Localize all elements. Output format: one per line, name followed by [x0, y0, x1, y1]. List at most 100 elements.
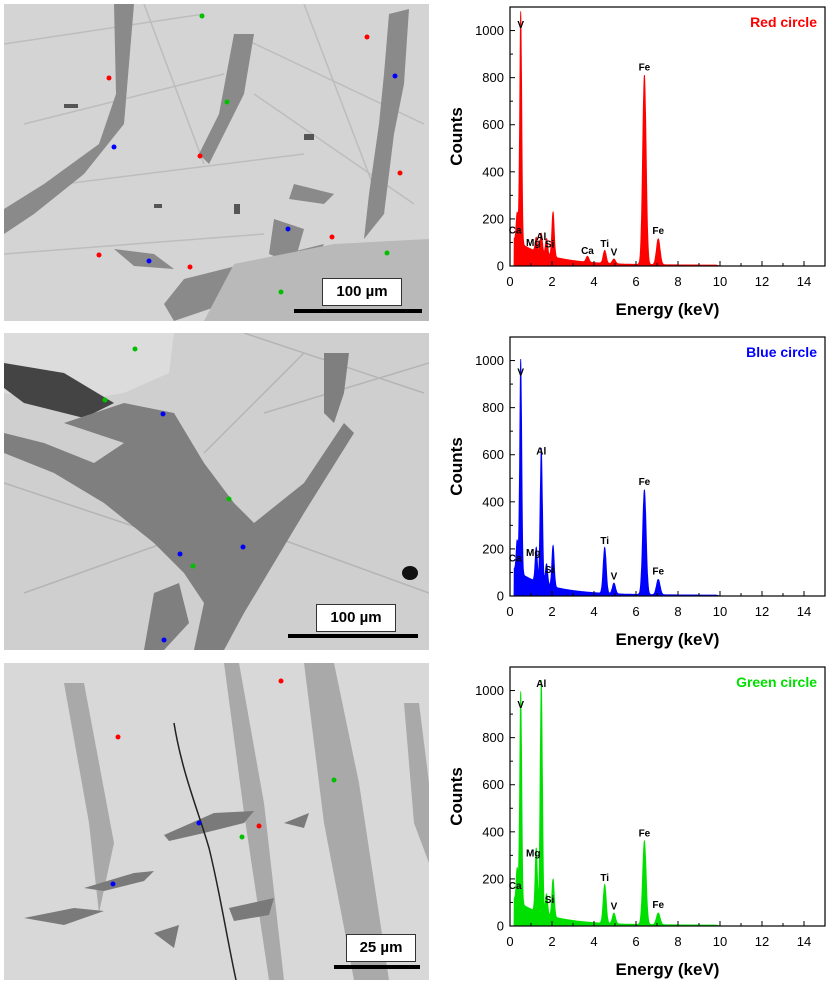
x-tick-label: 12 — [755, 604, 769, 619]
peak-label: Ti — [600, 873, 609, 884]
x-tick-label: 10 — [713, 934, 727, 949]
scale-bar-label: 100 µm — [316, 604, 396, 632]
y-tick-label: 0 — [497, 259, 504, 274]
peak-label: V — [611, 571, 618, 582]
micrograph-1: 100 µm — [4, 4, 429, 321]
micrograph-1-image — [4, 4, 429, 321]
x-tick-label: 10 — [713, 274, 727, 289]
plot-frame — [509, 666, 826, 927]
peak-label: V — [611, 901, 618, 912]
y-tick-label: 0 — [497, 589, 504, 604]
y-tick-label: 800 — [482, 400, 504, 415]
y-tick-label: 800 — [482, 70, 504, 85]
y-tick-label: 400 — [482, 164, 504, 179]
y-tick-label: 600 — [482, 117, 504, 132]
peak-label: Ca — [581, 246, 594, 257]
x-axis-label: Energy (keV) — [616, 960, 720, 979]
eds-spectrum-red: 0 2 4 6 8 10 12 14 0 200 400 600 800 1000 Energy (keV)… — [440, 0, 830, 330]
y-tick-label: 1000 — [475, 353, 504, 368]
x-tick-label: 12 — [755, 274, 769, 289]
x-tick-label: 10 — [713, 604, 727, 619]
plot-frame — [509, 336, 826, 597]
peak-label: Mg — [526, 548, 540, 559]
x-axis-label: Energy (keV) — [616, 300, 720, 319]
y-tick-label: 600 — [482, 777, 504, 792]
x-tick-label: 4 — [590, 934, 597, 949]
x-tick-label: 12 — [755, 934, 769, 949]
micrograph-2: 100 µm — [4, 333, 429, 650]
x-tick-label: 6 — [632, 274, 639, 289]
x-tick-label: 0 — [506, 604, 513, 619]
peak-label: Fe — [639, 828, 651, 839]
x-tick-label: 2 — [548, 274, 555, 289]
eds-spectrum-blue: 0 2 4 6 8 10 12 14 0 200 400 600 800 1000 Energy (keV)… — [440, 330, 830, 660]
peak-label: V — [517, 368, 524, 379]
spectrum-series — [510, 680, 720, 927]
scale-bar-label: 25 µm — [346, 934, 416, 962]
scale-bar — [288, 634, 418, 638]
scale-bar — [294, 309, 422, 313]
eds-spectrum-green: 0 2 4 6 8 10 12 14 0 200 400 600 800 1000 Energy (keV)… — [440, 660, 830, 990]
x-tick-label: 6 — [632, 604, 639, 619]
y-axis-label: Counts — [447, 107, 466, 166]
y-tick-label: 400 — [482, 824, 504, 839]
peak-label: V — [517, 700, 524, 711]
x-tick-label: 6 — [632, 934, 639, 949]
y-tick-label: 200 — [482, 211, 504, 226]
peak-label: Al — [536, 232, 546, 243]
x-tick-label: 14 — [797, 604, 811, 619]
peak-label: Fe — [652, 567, 664, 578]
y-tick-label: 1000 — [475, 683, 504, 698]
peak-label: Si — [545, 240, 555, 251]
x-tick-label: 8 — [674, 604, 681, 619]
x-tick-label: 0 — [506, 274, 513, 289]
y-tick-label: 200 — [482, 871, 504, 886]
y-tick-label: 1000 — [475, 23, 504, 38]
x-tick-label: 4 — [590, 274, 597, 289]
y-tick-label: 200 — [482, 541, 504, 556]
peak-label: Mg — [526, 238, 540, 249]
y-tick-label: 400 — [482, 494, 504, 509]
plot-frame — [509, 6, 826, 267]
peak-label: Fe — [652, 900, 664, 911]
y-tick-label: 0 — [497, 919, 504, 934]
scale-bar — [334, 965, 420, 969]
micrograph-2-image — [4, 333, 429, 650]
scale-bar-label: 100 µm — [322, 278, 402, 306]
peak-label: Ca — [509, 881, 522, 892]
chart-title: Green circle — [736, 674, 817, 690]
micrograph-3-image — [4, 663, 429, 980]
x-tick-label: 8 — [674, 274, 681, 289]
x-tick-label: 0 — [506, 934, 513, 949]
spectrum-series — [510, 11, 720, 267]
peak-label: Mg — [526, 848, 540, 859]
peak-label: Al — [536, 447, 546, 458]
peak-label: Ti — [600, 239, 609, 250]
x-axis-label: Energy (keV) — [616, 630, 720, 649]
peak-label: Ti — [600, 536, 609, 547]
micrograph-3: 25 µm — [4, 663, 429, 980]
peak-label: Ca — [509, 553, 522, 564]
peak-label: V — [611, 247, 618, 258]
x-tick-label: 14 — [797, 934, 811, 949]
y-axis-label: Counts — [447, 767, 466, 826]
peak-label: Fe — [639, 477, 651, 488]
chart-title: Blue circle — [746, 344, 817, 360]
peak-label: Fe — [652, 226, 664, 237]
chart-title: Red circle — [750, 14, 817, 30]
spectrum-series — [510, 358, 720, 597]
peak-label: Si — [545, 565, 555, 576]
peak-label: V — [517, 20, 524, 31]
y-tick-label: 600 — [482, 447, 504, 462]
x-tick-label: 2 — [548, 604, 555, 619]
y-axis-label: Counts — [447, 437, 466, 496]
peak-label: Ca — [509, 226, 522, 237]
x-tick-label: 2 — [548, 934, 555, 949]
peak-label: Fe — [639, 62, 651, 73]
x-tick-label: 4 — [590, 604, 597, 619]
peak-label: Si — [545, 895, 555, 906]
x-tick-label: 8 — [674, 934, 681, 949]
x-tick-label: 14 — [797, 274, 811, 289]
y-tick-label: 800 — [482, 730, 504, 745]
peak-label: Al — [536, 679, 546, 690]
